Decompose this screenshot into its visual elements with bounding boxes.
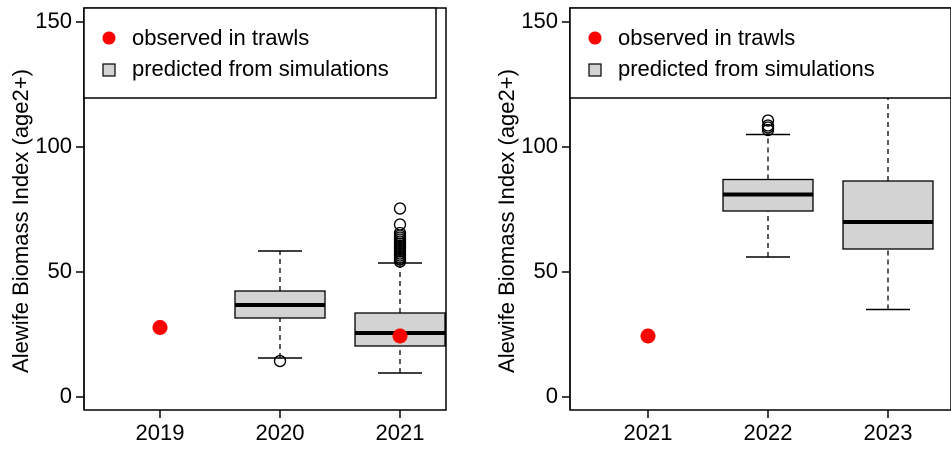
box [842,180,934,250]
legend-marker [588,63,602,77]
outlier [393,226,407,240]
legend-box [83,7,437,99]
outlier [761,119,775,132]
observed-point [152,320,168,335]
outlier [761,114,775,127]
observed-point [640,328,656,344]
y-tick-label: 0 [546,383,558,408]
x-tick-label: 2021 [624,420,673,445]
outlier [393,202,407,215]
legend-label: observed in trawls [618,25,795,50]
x-tick-label: 2023 [864,420,913,445]
legend-label: predicted from simulations [618,56,875,81]
observed-point [392,328,408,344]
x-tick-label: 2020 [256,420,305,445]
legend-box [569,7,951,99]
y-tick-label: 50 [534,258,558,283]
y-tick-label: 100 [35,133,72,158]
legend-label: observed in trawls [132,25,309,50]
x-tick-label: 2022 [744,420,793,445]
y-tick-label: 0 [60,383,72,408]
y-tick-label: 50 [48,258,72,283]
x-tick-label: 2021 [376,420,425,445]
y-axis-label: Alewife Biomass Index (age2+) [8,69,33,373]
legend-marker [102,31,116,45]
outlier [393,218,407,231]
y-axis-label: Alewife Biomass Index (age2+) [494,69,519,373]
y-tick-label: 150 [521,8,558,33]
panel: 0 50 100 150 Alewife Biomass Index (age2+) 20… [494,7,951,445]
legend-label: predicted from simulations [132,56,389,81]
legend-marker [102,63,116,77]
x-tick-label: 2019 [136,420,185,445]
legend-marker [588,31,602,45]
y-tick-label: 150 [35,8,72,33]
y-tick-label: 100 [521,133,558,158]
panel: 0 50 100 150 Alewife Biomass Index (age2+) 20… [8,7,447,445]
outlier [273,354,287,368]
